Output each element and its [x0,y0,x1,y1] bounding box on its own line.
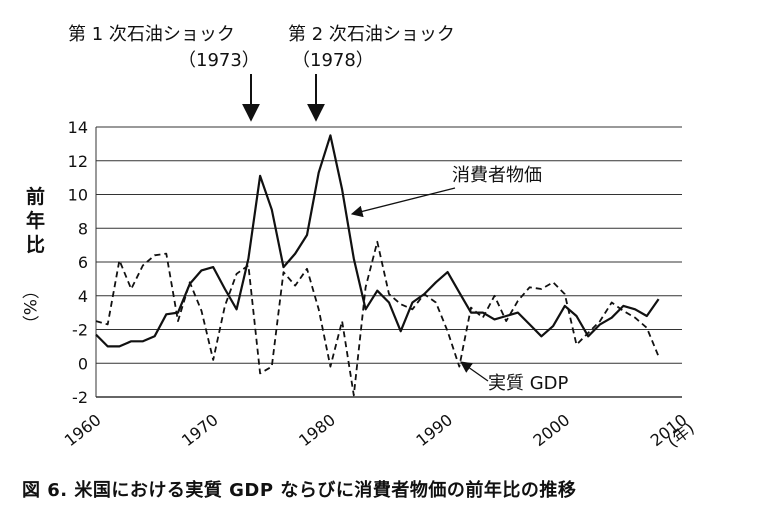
y-tick-label: 8 [78,219,88,238]
y-tick-label: 14 [68,118,88,137]
oil-shock-1-annotation: 第 1 次石油ショック （1973） [68,24,260,122]
gdp-label-text: 実質 GDP [488,373,569,394]
x-tick-label: 2000 [530,410,574,450]
gdp-line [95,240,660,397]
oil-shock-2-label: 第 2 次石油ショック [288,24,455,45]
y-axis-label: 前年比 （%） [19,185,45,332]
gdp-series-label: 実質 GDP [460,361,582,394]
x-tick-label: 1980 [295,410,339,450]
y-tick-label: 10 [68,186,88,205]
gridlines [95,126,682,398]
y-tick-label: 4 [78,287,88,306]
gdp-label-arrow [460,361,489,382]
y-axis-ticks: -2 0 -2 4 6 8 10 12 14 [68,118,88,407]
oil-shock-2-year: （1978） [292,50,374,71]
figure-caption: 図 6. 米国における実質 GDP ならびに消費者物価の前年比の推移 [22,480,577,501]
oil-shock-1-year: （1973） [178,50,260,71]
x-tick-label: 1990 [412,410,456,450]
y-tick-label: 6 [78,253,88,272]
cpi-label-text: 消費者物価 [452,165,542,186]
y-tick-label: 0 [78,354,88,373]
oil-shock-1-label: 第 1 次石油ショック [68,24,235,45]
x-tick-label: 1960 [61,410,105,450]
series-lines [95,134,660,397]
oil-shock-2-annotation: 第 2 次石油ショック （1978） [288,24,455,122]
x-tick-label: 1970 [178,410,222,450]
y-tick-label: -2 [72,321,88,340]
cpi-label-arrow [350,187,456,218]
y-tick-label: 12 [68,152,88,171]
y-tick-label: -2 [72,388,88,407]
cpi-line [95,134,660,348]
cpi-series-label: 消費者物価 [350,162,546,218]
x-axis-ticks: 1960 1970 1980 1990 2000 2010 [61,410,691,450]
svg-text:前年比: 前年比 [26,185,45,256]
svg-text:（%）: （%） [19,282,39,332]
